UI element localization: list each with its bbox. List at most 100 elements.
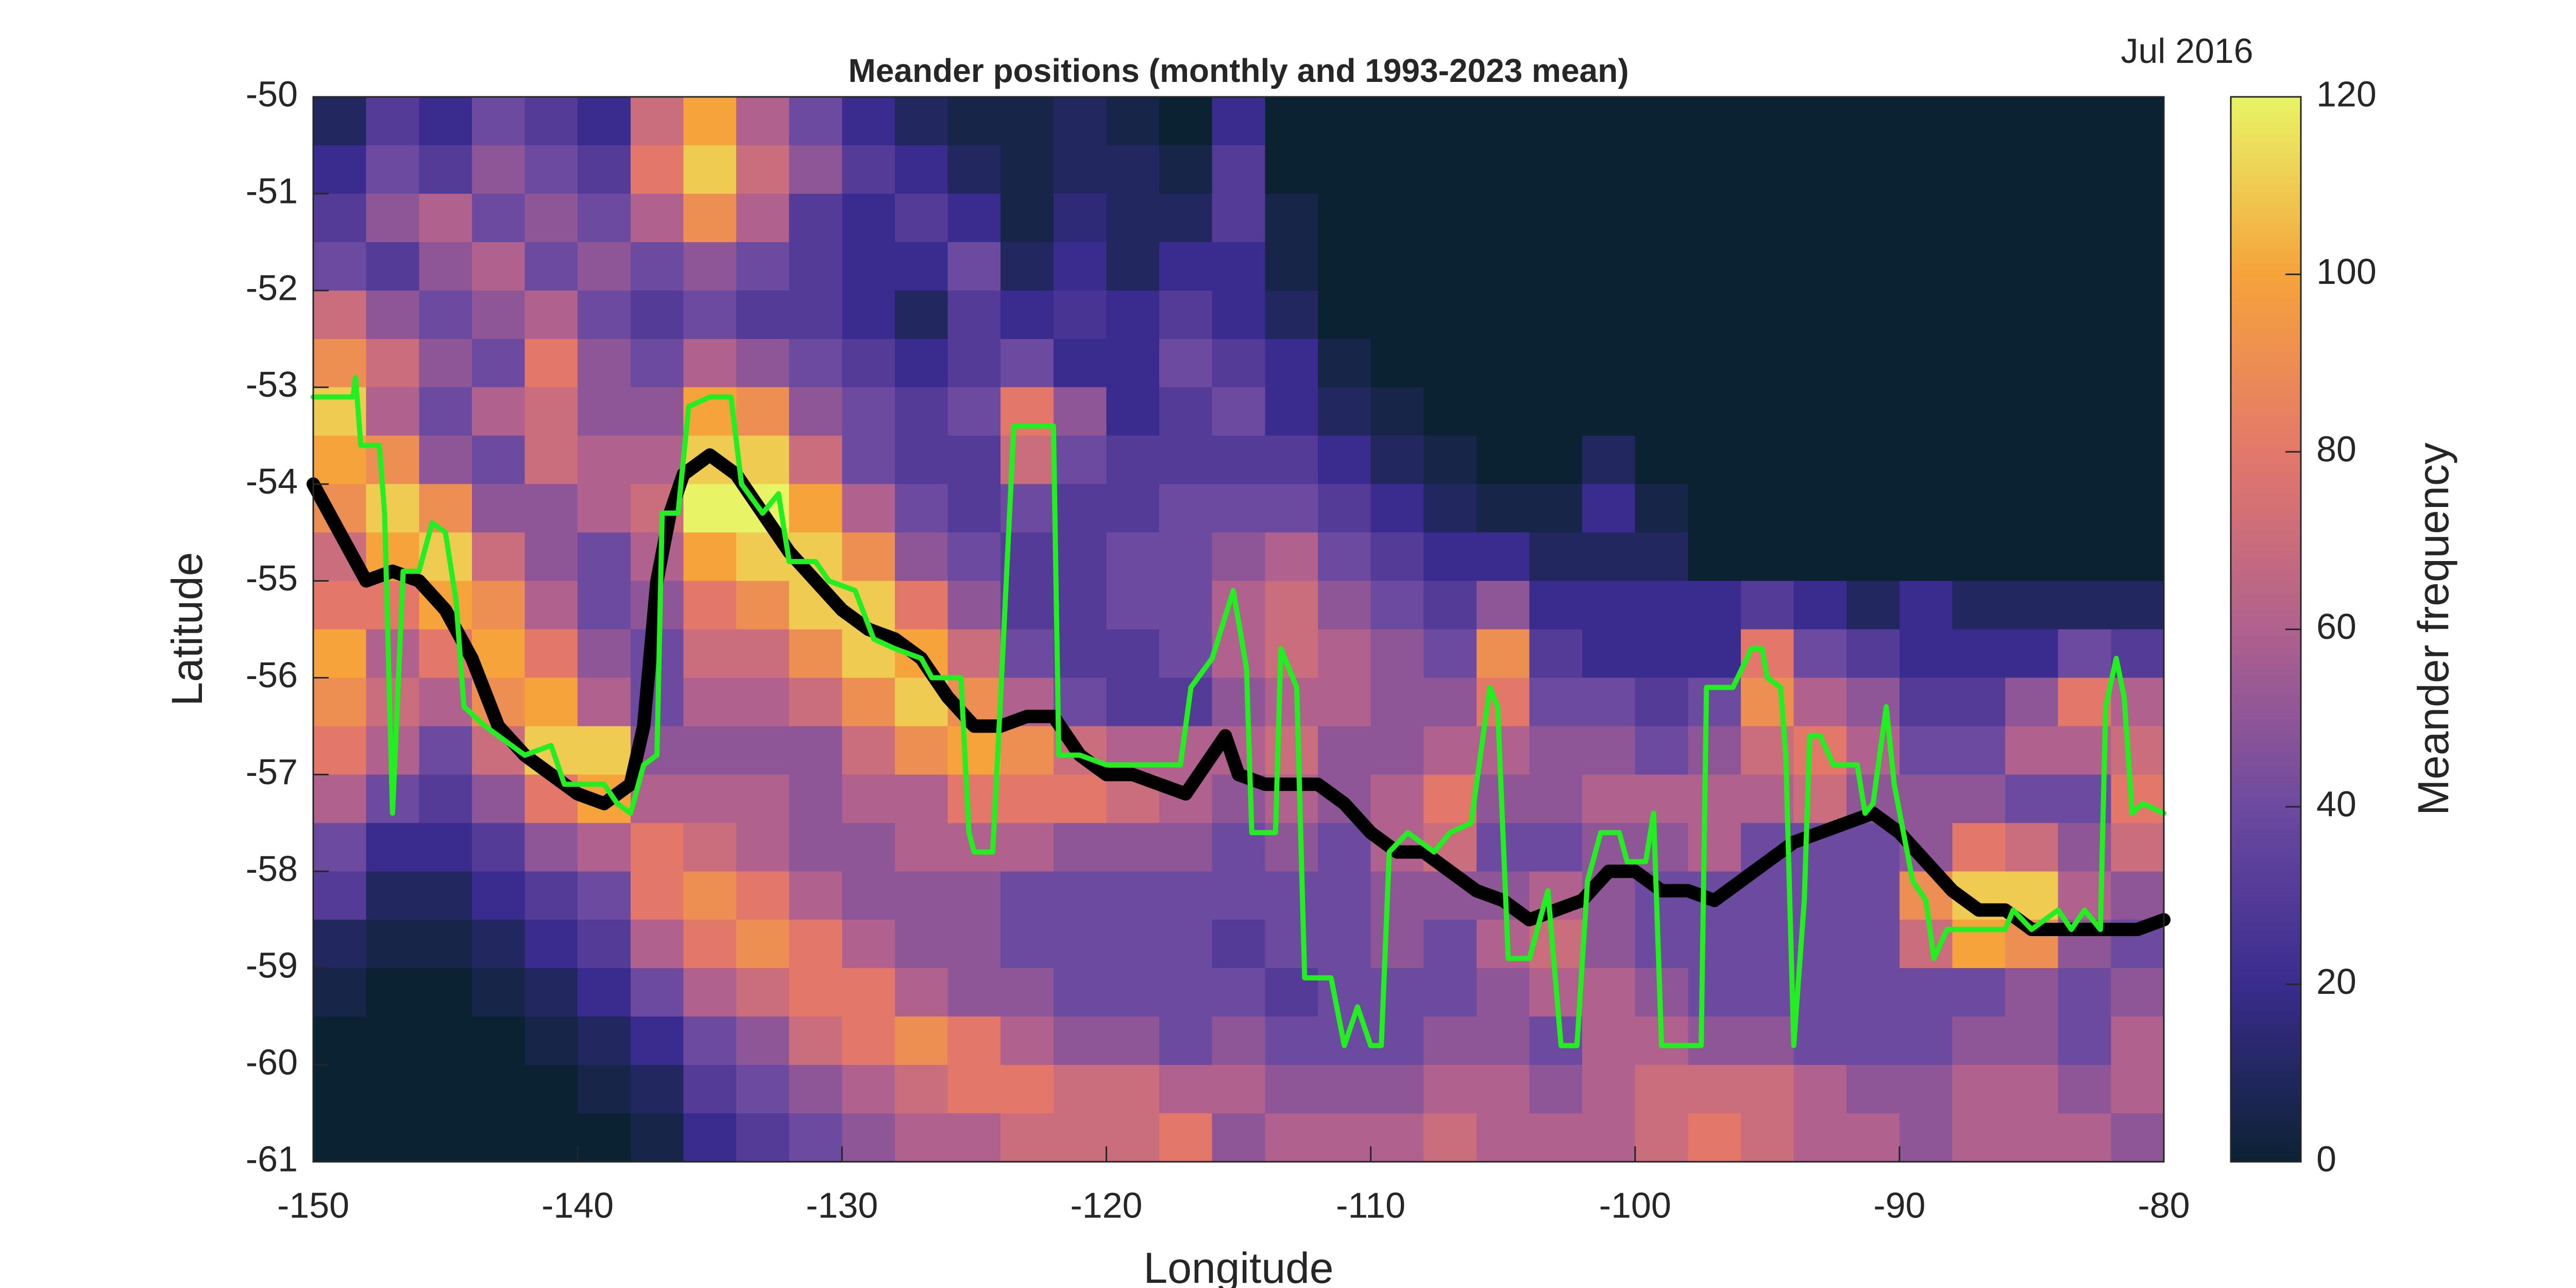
heatmap-cell [1635,338,1688,388]
heatmap-cell [1212,387,1265,436]
heatmap-cell [1001,629,1054,678]
heatmap-cell [2058,338,2111,388]
heatmap-cell [1212,1065,1265,1114]
heatmap-cell [630,242,684,291]
heatmap-cell [630,290,684,340]
heatmap-cell [1423,726,1477,775]
heatmap-cell [524,920,578,969]
x-tick-label: -130 [806,1185,878,1225]
heatmap-cell [524,193,578,243]
heatmap-cell [1106,532,1160,582]
heatmap-cell [1952,193,2006,243]
heatmap-cell [1740,145,1794,194]
heatmap-cell [524,242,578,291]
heatmap-cell [1159,435,1213,485]
heatmap-cell [1476,629,1530,678]
heatmap-cell [366,145,419,194]
y-tick-label: -52 [246,267,298,308]
heatmap-cell [313,242,367,291]
heatmap-cell [789,338,842,388]
heatmap-cell [1423,920,1477,969]
heatmap-cell [2058,387,2111,436]
y-tick-label: -51 [246,171,298,211]
heatmap-cell [1001,193,1054,243]
heatmap-cell [1793,387,1847,436]
heatmap-cell [1001,968,1054,1017]
heatmap-cell [1688,145,1741,194]
x-axis-label: Longitude [1143,1244,1333,1288]
heatmap-cell [1899,290,1953,340]
heatmap-cell [947,242,1001,291]
heatmap-cell [1582,1016,1636,1065]
heatmap-cell [1423,242,1477,291]
heatmap-cell [842,920,895,969]
heatmap-cell [894,871,948,920]
heatmap-cell [1053,968,1107,1017]
heatmap-cell [1370,581,1424,630]
heatmap-cell [1265,1065,1318,1114]
heatmap-cell [1635,242,1688,291]
heatmap-cell [1317,1113,1371,1162]
heatmap-cell [1106,823,1160,872]
heatmap-cell [1740,97,1794,146]
heatmap-cell [1265,435,1318,485]
heatmap-cell [1159,581,1213,630]
x-tick-label: -150 [277,1185,349,1225]
heatmap-cell [366,1016,419,1065]
heatmap-cell [578,968,631,1017]
heatmap-cell [471,581,526,630]
heatmap-cell [1265,145,1318,194]
heatmap-cell [1106,145,1160,194]
colorbar-tick-label: 20 [2316,961,2357,1002]
heatmap-cell [1053,629,1107,678]
heatmap-cell [1106,968,1160,1017]
heatmap-cell [736,726,790,775]
heatmap-cell [630,145,684,194]
heatmap-cell [1529,290,1583,340]
heatmap-cell [842,823,895,872]
heatmap-cell [1846,290,1900,340]
heatmap-cell [736,1113,790,1162]
heatmap-cell [1265,726,1318,775]
heatmap-cell [789,387,842,436]
heatmap-cell [524,290,578,340]
heatmap-cell [471,242,526,291]
heatmap-cell [2058,532,2111,582]
heatmap-cell [842,677,895,726]
heatmap-cell [736,823,790,872]
colorbar-label: Meander frequency [2409,443,2458,816]
heatmap-cell [1635,581,1688,630]
heatmap-cell [1635,629,1688,678]
heatmap-cell [1159,97,1213,146]
heatmap-cell [2111,338,2164,388]
heatmap-cell [630,1113,684,1162]
heatmap-cell [524,1016,578,1065]
heatmap-cell [578,726,631,775]
heatmap-cell [1370,726,1424,775]
heatmap-cell [842,532,895,582]
heatmap-cell [1846,97,1900,146]
heatmap-cell [578,823,631,872]
heatmap-cell [1529,774,1583,823]
heatmap-cell [313,920,367,969]
heatmap-cell [789,726,842,775]
heatmap-cell [947,920,1001,969]
heatmap-cell [842,338,895,388]
heatmap-cell [947,387,1001,436]
heatmap-cell [1952,97,2006,146]
heatmap-cell [894,97,948,146]
heatmap-cell [366,290,419,340]
heatmap-cell [313,1113,367,1162]
heatmap-cell [1159,338,1213,388]
heatmap-cell [1582,435,1636,485]
heatmap-cell [1740,1016,1794,1065]
heatmap-cell [1476,968,1530,1017]
heatmap-cell [313,97,367,146]
heatmap-cell [1846,677,1900,726]
heatmap-cell [1053,435,1107,485]
heatmap-cell [1106,677,1160,726]
heatmap-cell [1053,823,1107,872]
heatmap-cell [1053,484,1107,533]
heatmap-cell [1370,145,1424,194]
heatmap-cell [1688,920,1741,969]
